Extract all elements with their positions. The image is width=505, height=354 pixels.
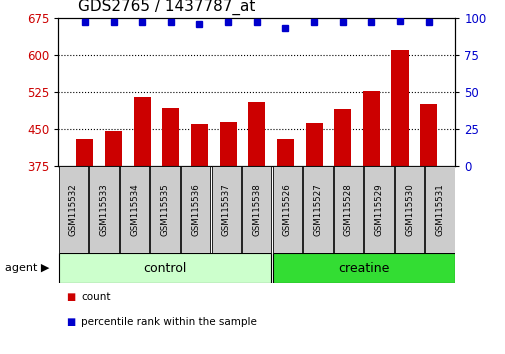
FancyBboxPatch shape <box>89 166 119 253</box>
Text: percentile rank within the sample: percentile rank within the sample <box>81 317 257 327</box>
Bar <box>76 139 93 166</box>
Text: GSM115534: GSM115534 <box>130 183 139 236</box>
Text: GSM115526: GSM115526 <box>282 183 291 236</box>
FancyBboxPatch shape <box>302 166 332 253</box>
Bar <box>133 97 150 166</box>
Bar <box>276 139 293 166</box>
Bar <box>190 124 208 166</box>
Text: GSM115533: GSM115533 <box>99 183 108 236</box>
FancyBboxPatch shape <box>272 253 454 283</box>
Bar <box>305 123 322 166</box>
Text: GSM115536: GSM115536 <box>191 183 200 236</box>
FancyBboxPatch shape <box>59 166 88 253</box>
FancyBboxPatch shape <box>425 166 454 253</box>
Bar <box>391 50 408 166</box>
FancyBboxPatch shape <box>272 166 301 253</box>
FancyBboxPatch shape <box>59 253 271 283</box>
Bar <box>219 122 236 166</box>
Text: count: count <box>81 292 110 302</box>
FancyBboxPatch shape <box>333 166 363 253</box>
Text: GSM115528: GSM115528 <box>343 183 352 236</box>
Text: GDS2765 / 1437787_at: GDS2765 / 1437787_at <box>78 0 255 15</box>
Text: creatine: creatine <box>337 262 389 275</box>
FancyBboxPatch shape <box>364 166 393 253</box>
Text: GSM115535: GSM115535 <box>160 183 169 236</box>
Text: GSM115531: GSM115531 <box>435 183 444 236</box>
FancyBboxPatch shape <box>181 166 210 253</box>
Text: GSM115532: GSM115532 <box>69 183 78 236</box>
Text: ■: ■ <box>66 317 75 327</box>
FancyBboxPatch shape <box>242 166 271 253</box>
Bar <box>248 102 265 166</box>
FancyBboxPatch shape <box>120 166 149 253</box>
Text: GSM115537: GSM115537 <box>221 183 230 236</box>
FancyBboxPatch shape <box>211 166 240 253</box>
Text: GSM115527: GSM115527 <box>313 183 322 236</box>
Text: GSM115538: GSM115538 <box>252 183 261 236</box>
FancyBboxPatch shape <box>150 166 179 253</box>
Bar <box>362 91 379 166</box>
Text: GSM115529: GSM115529 <box>374 183 383 236</box>
Bar <box>105 131 122 166</box>
Text: control: control <box>143 262 186 275</box>
Text: agent ▶: agent ▶ <box>5 263 49 273</box>
Text: GSM115530: GSM115530 <box>405 183 413 236</box>
FancyBboxPatch shape <box>394 166 423 253</box>
Bar <box>162 108 179 166</box>
Text: ■: ■ <box>66 292 75 302</box>
Bar <box>419 104 436 166</box>
Bar <box>333 109 350 166</box>
